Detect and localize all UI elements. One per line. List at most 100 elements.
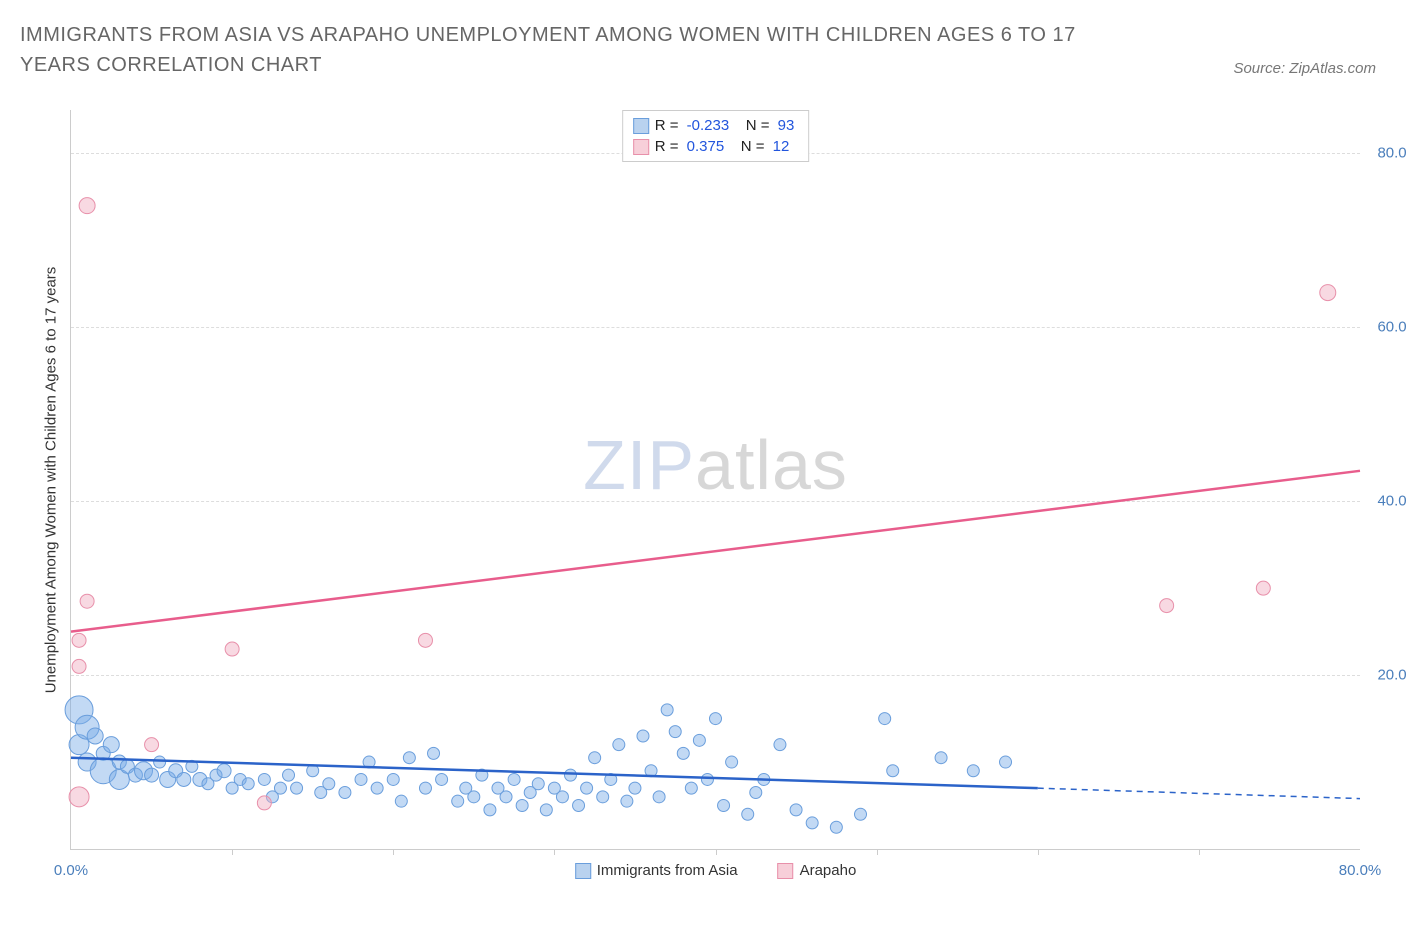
data-point [540,804,552,816]
data-point [516,800,528,812]
data-point [855,808,867,820]
data-point [69,787,89,807]
data-point [154,756,166,768]
data-point [556,791,568,803]
data-point [726,756,738,768]
data-point [145,738,159,752]
data-point [887,765,899,777]
data-point [145,768,159,782]
data-point [629,782,641,794]
data-point [468,791,480,803]
legend-stats-box: R = -0.233 N = 93 R = 0.375 N = 12 [622,110,810,162]
data-point [637,730,649,742]
legend-swatch-asia-bottom [575,863,591,879]
data-point [371,782,383,794]
data-point [257,796,271,810]
data-point [710,713,722,725]
data-point [508,773,520,785]
legend-label-arapaho: Arapaho [800,862,857,879]
legend-swatch-arapaho [633,139,649,155]
data-point [242,778,254,790]
y-tick-label: 20.0% [1377,667,1406,684]
data-point [1160,599,1174,613]
data-point [879,713,891,725]
data-point [403,752,415,764]
data-point [613,739,625,751]
data-point [395,795,407,807]
data-point [418,633,432,647]
x-tick-min: 0.0% [54,862,88,879]
correlation-chart: IMMIGRANTS FROM ASIA VS ARAPAHO UNEMPLOY… [20,20,1386,910]
x-tick-mark [232,849,233,855]
data-point [742,808,754,820]
x-tick-mark [716,849,717,855]
plot-svg [71,110,1360,849]
plot-area: Unemployment Among Women with Children A… [70,110,1360,850]
x-tick-mark [393,849,394,855]
data-point [669,726,681,738]
data-point [597,791,609,803]
data-point [935,752,947,764]
data-point [274,782,286,794]
data-point [177,772,191,786]
trend-line-extrapolated [1038,788,1360,798]
legend-stats-row-2: R = 0.375 N = 12 [633,136,799,157]
legend-swatch-asia [633,118,649,134]
legend-stats-text-2: R = 0.375 N = 12 [655,138,794,155]
legend-label-asia: Immigrants from Asia [597,862,738,879]
x-tick-max: 80.0% [1339,862,1382,879]
data-point [774,739,786,751]
data-point [718,800,730,812]
data-point [283,769,295,781]
legend-swatch-arapaho-bottom [778,863,794,879]
data-point [581,782,593,794]
data-point [72,659,86,673]
data-point [217,764,231,778]
data-point [72,633,86,647]
data-point [693,734,705,746]
legend-item-arapaho: Arapaho [778,862,857,879]
data-point [573,800,585,812]
data-point [484,804,496,816]
data-point [79,198,95,214]
data-point [621,795,633,807]
data-point [355,773,367,785]
data-point [323,778,335,790]
source-attribution: Source: ZipAtlas.com [1233,60,1376,77]
data-point [339,786,351,798]
data-point [500,791,512,803]
data-point [387,773,399,785]
data-point [830,821,842,833]
data-point [291,782,303,794]
x-tick-mark [877,849,878,855]
data-point [419,782,431,794]
data-point [1320,285,1336,301]
data-point [806,817,818,829]
data-point [661,704,673,716]
y-tick-label: 60.0% [1377,319,1406,336]
x-tick-mark [1038,849,1039,855]
data-point [87,728,103,744]
data-point [428,747,440,759]
chart-title: IMMIGRANTS FROM ASIA VS ARAPAHO UNEMPLOY… [20,20,1120,80]
data-point [701,773,713,785]
legend-stats-row-1: R = -0.233 N = 93 [633,115,799,136]
data-point [532,778,544,790]
data-point [967,765,979,777]
data-point [750,786,762,798]
data-point [225,642,239,656]
data-point [452,795,464,807]
y-axis-label: Unemployment Among Women with Children A… [43,266,60,693]
data-point [564,769,576,781]
y-tick-label: 80.0% [1377,145,1406,162]
data-point [685,782,697,794]
series-legend: Immigrants from Asia Arapaho [575,862,857,879]
legend-stats-text-1: R = -0.233 N = 93 [655,117,799,134]
legend-item-asia: Immigrants from Asia [575,862,738,879]
data-point [436,773,448,785]
data-point [1256,581,1270,595]
data-point [790,804,802,816]
x-tick-mark [1199,849,1200,855]
data-point [258,773,270,785]
data-point [677,747,689,759]
